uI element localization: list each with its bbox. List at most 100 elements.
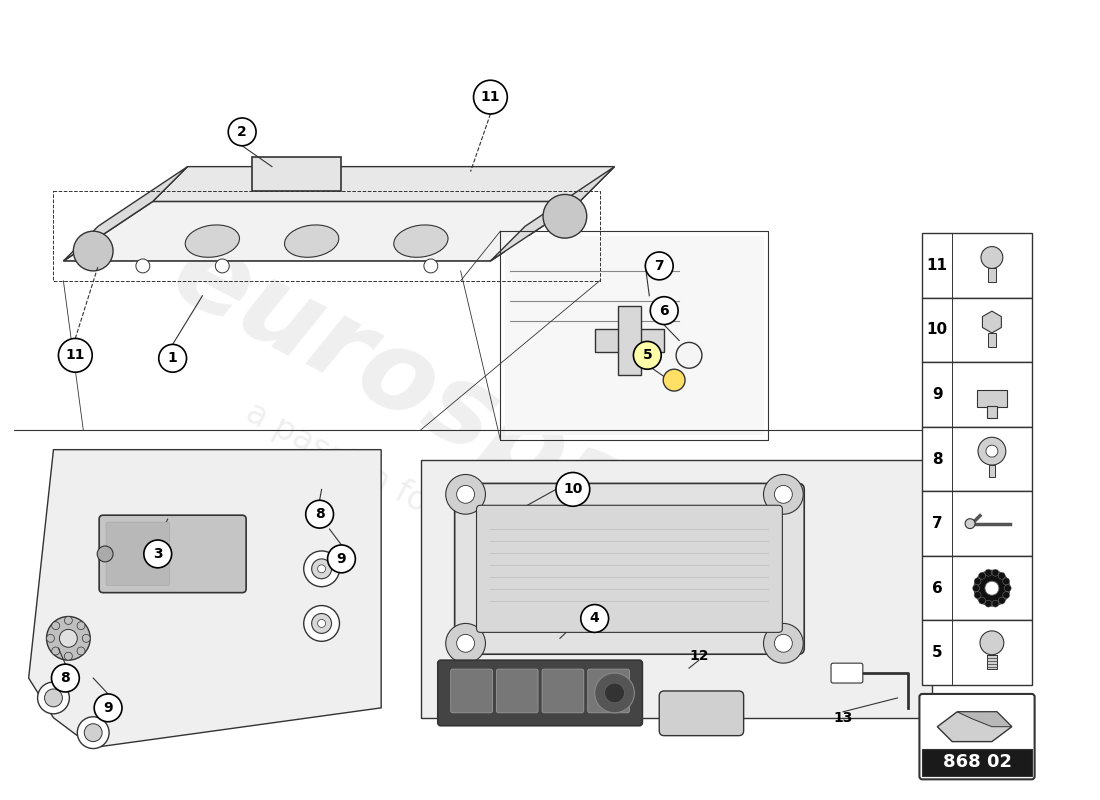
Circle shape [304, 606, 340, 642]
FancyBboxPatch shape [252, 157, 341, 191]
Circle shape [229, 118, 256, 146]
FancyBboxPatch shape [920, 694, 1035, 779]
Polygon shape [64, 166, 187, 261]
Circle shape [136, 259, 150, 273]
Circle shape [95, 694, 122, 722]
Circle shape [77, 622, 85, 630]
Circle shape [52, 647, 59, 655]
Circle shape [77, 717, 109, 749]
Text: 1: 1 [168, 351, 177, 366]
Circle shape [58, 338, 92, 372]
FancyBboxPatch shape [923, 749, 1032, 776]
FancyBboxPatch shape [988, 269, 996, 282]
Circle shape [774, 634, 792, 652]
FancyBboxPatch shape [505, 236, 763, 434]
FancyBboxPatch shape [988, 333, 996, 347]
Text: 9: 9 [337, 552, 346, 566]
Circle shape [52, 664, 79, 692]
Circle shape [1003, 578, 1010, 585]
Text: 10: 10 [563, 482, 583, 496]
Circle shape [581, 605, 608, 632]
Circle shape [974, 570, 1010, 606]
Circle shape [992, 600, 999, 607]
Text: 868 02: 868 02 [943, 754, 1012, 771]
FancyBboxPatch shape [454, 483, 804, 654]
Polygon shape [491, 166, 615, 261]
Text: 3: 3 [153, 547, 163, 561]
Circle shape [311, 614, 331, 634]
Circle shape [46, 617, 90, 660]
Circle shape [543, 194, 586, 238]
FancyBboxPatch shape [595, 329, 664, 352]
Ellipse shape [185, 225, 240, 258]
Circle shape [984, 600, 992, 607]
Ellipse shape [394, 225, 448, 258]
Circle shape [318, 619, 326, 627]
Text: 5: 5 [932, 646, 943, 660]
Polygon shape [957, 712, 1012, 726]
Circle shape [595, 673, 635, 713]
Text: 7: 7 [654, 259, 664, 273]
Circle shape [605, 683, 625, 703]
FancyBboxPatch shape [106, 522, 169, 586]
Polygon shape [937, 712, 1012, 742]
Circle shape [984, 570, 992, 576]
Circle shape [424, 259, 438, 273]
Text: eurospares: eurospares [155, 218, 826, 642]
Circle shape [52, 622, 59, 630]
FancyBboxPatch shape [496, 669, 538, 713]
Circle shape [975, 592, 981, 598]
Circle shape [763, 474, 803, 514]
Circle shape [304, 551, 340, 586]
Text: a passion for parts since 1985: a passion for parts since 1985 [240, 396, 701, 662]
Polygon shape [153, 166, 615, 202]
Text: 2: 2 [238, 125, 248, 139]
Circle shape [979, 572, 986, 579]
Circle shape [676, 342, 702, 368]
Circle shape [328, 545, 355, 573]
Circle shape [77, 647, 85, 655]
Circle shape [82, 634, 90, 642]
FancyBboxPatch shape [99, 515, 246, 593]
FancyBboxPatch shape [587, 669, 629, 713]
Ellipse shape [285, 225, 339, 258]
FancyBboxPatch shape [830, 663, 862, 683]
Circle shape [446, 474, 485, 514]
Circle shape [44, 689, 63, 707]
Polygon shape [421, 459, 933, 718]
Circle shape [456, 634, 474, 652]
Circle shape [774, 486, 792, 503]
Circle shape [446, 623, 485, 663]
Circle shape [965, 518, 975, 529]
Text: 13: 13 [834, 710, 852, 725]
Polygon shape [64, 202, 580, 261]
FancyBboxPatch shape [476, 506, 782, 632]
Circle shape [311, 559, 331, 578]
Text: 9: 9 [932, 387, 943, 402]
FancyBboxPatch shape [977, 390, 1007, 407]
Circle shape [85, 724, 102, 742]
Polygon shape [29, 450, 382, 747]
Circle shape [556, 473, 590, 506]
Circle shape [979, 597, 986, 604]
Circle shape [980, 631, 1004, 654]
Circle shape [216, 259, 229, 273]
Circle shape [46, 634, 55, 642]
Text: 5: 5 [642, 348, 652, 362]
Circle shape [663, 370, 685, 391]
Circle shape [144, 540, 172, 568]
FancyBboxPatch shape [923, 233, 1032, 298]
FancyBboxPatch shape [923, 556, 1032, 621]
Circle shape [306, 500, 333, 528]
FancyBboxPatch shape [451, 669, 493, 713]
Circle shape [978, 438, 1005, 465]
Circle shape [473, 80, 507, 114]
Circle shape [975, 578, 981, 585]
Text: 4: 4 [590, 611, 600, 626]
Circle shape [650, 297, 678, 325]
FancyBboxPatch shape [659, 691, 744, 736]
Text: 7: 7 [932, 516, 943, 531]
Text: 11: 11 [481, 90, 500, 104]
Text: 8: 8 [932, 451, 943, 466]
Circle shape [65, 652, 73, 660]
